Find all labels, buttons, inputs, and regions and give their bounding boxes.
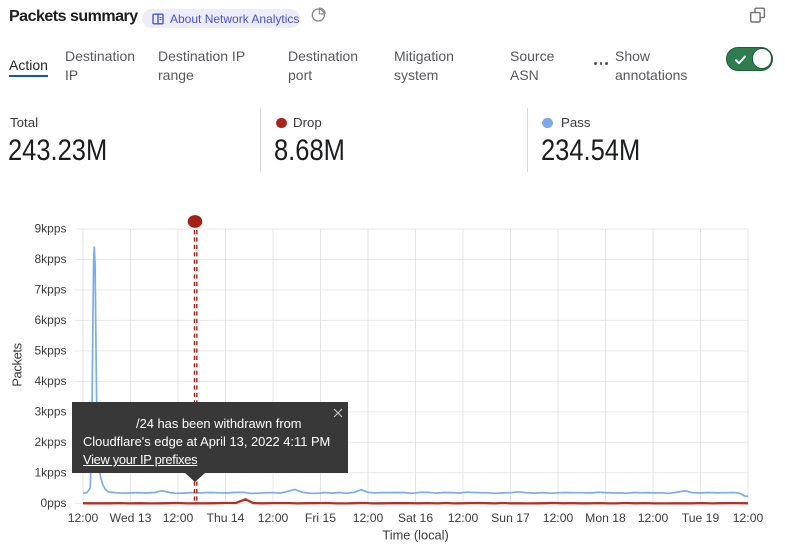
svg-text:0pps: 0pps	[40, 496, 66, 510]
svg-text:Mon 18: Mon 18	[585, 511, 626, 525]
svg-text:3kpps: 3kpps	[34, 405, 66, 419]
svg-text:4kpps: 4kpps	[34, 374, 66, 388]
svg-text:12:00: 12:00	[258, 511, 289, 525]
svg-text:12:00: 12:00	[543, 511, 574, 525]
svg-text:12:00: 12:00	[68, 511, 99, 525]
svg-text:Sun 17: Sun 17	[491, 511, 530, 525]
svg-text:12:00: 12:00	[353, 511, 384, 525]
svg-text:Fri 15: Fri 15	[305, 511, 336, 525]
svg-text:Time (local): Time (local)	[382, 528, 448, 543]
svg-text:9kpps: 9kpps	[34, 222, 66, 236]
svg-text:Wed 13: Wed 13	[110, 511, 152, 525]
svg-text:1kpps: 1kpps	[34, 465, 66, 479]
svg-text:2kpps: 2kpps	[34, 435, 66, 449]
svg-text:Sat 16: Sat 16	[398, 511, 433, 525]
svg-text:Tue 19: Tue 19	[682, 511, 720, 525]
svg-text:5kpps: 5kpps	[34, 344, 66, 358]
svg-text:12:00: 12:00	[448, 511, 479, 525]
svg-text:8kpps: 8kpps	[34, 252, 66, 266]
svg-text:7kpps: 7kpps	[34, 283, 66, 297]
svg-text:Packets: Packets	[10, 342, 25, 386]
svg-text:Thu 14: Thu 14	[207, 511, 245, 525]
svg-text:12:00: 12:00	[638, 511, 669, 525]
svg-text:12:00: 12:00	[163, 511, 194, 525]
svg-text:6kpps: 6kpps	[34, 313, 66, 327]
svg-text:12:00: 12:00	[733, 511, 764, 525]
